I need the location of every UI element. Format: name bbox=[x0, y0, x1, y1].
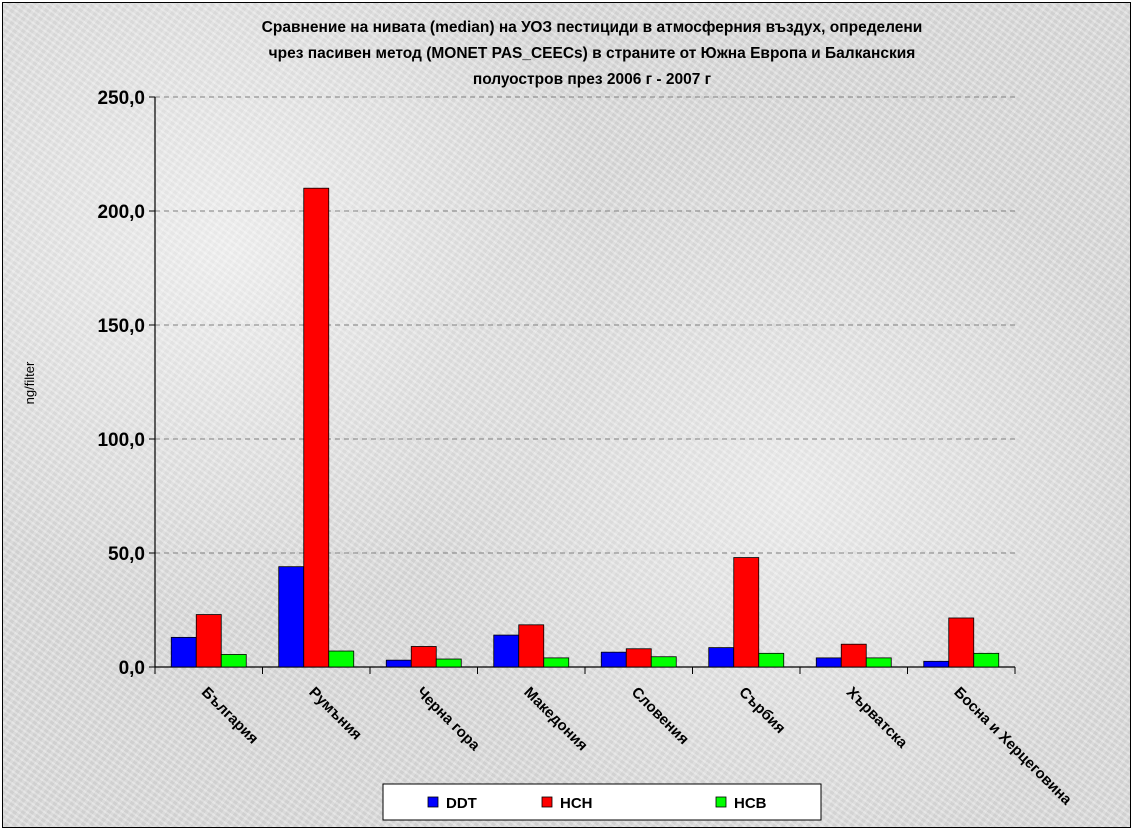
x-tick-label: Черна гора bbox=[413, 684, 484, 755]
x-tick-label: Хърватска bbox=[843, 684, 911, 752]
y-tick-label: 250,0 bbox=[97, 88, 145, 109]
bar-hch bbox=[625, 648, 652, 668]
legend-label-ddt: DDT bbox=[446, 795, 477, 812]
y-axis-label: ng/filter bbox=[22, 361, 37, 404]
y-tick-label: 50,0 bbox=[108, 544, 145, 565]
bar-hcb bbox=[758, 652, 785, 668]
bars bbox=[170, 187, 1000, 668]
x-tick-label: Сърбия bbox=[735, 684, 788, 737]
chart-title-line-2: чрез пасивен метод (MONET PAS_CEECs) в с… bbox=[269, 45, 916, 62]
bar-hcb bbox=[328, 650, 355, 668]
bar-hch bbox=[518, 624, 545, 668]
bar-hcb bbox=[650, 656, 677, 668]
bar-hch bbox=[733, 557, 760, 668]
x-tick-label: Румъния bbox=[305, 684, 365, 744]
y-tick-label: 100,0 bbox=[97, 430, 145, 451]
legend-box bbox=[382, 783, 822, 821]
x-tick-label: Словения bbox=[628, 684, 692, 748]
bar-hch bbox=[410, 646, 437, 668]
y-tick-labels: 0,0 50,0 100,0 150,0 200,0 250,0 bbox=[97, 88, 145, 679]
bar-hch bbox=[303, 187, 330, 668]
legend-swatch-hch bbox=[541, 796, 553, 808]
legend-swatch-ddt bbox=[427, 796, 439, 808]
bar-ddt bbox=[708, 647, 735, 668]
bar-hcb bbox=[973, 652, 1000, 668]
bar-hch bbox=[195, 614, 222, 668]
legend-swatch-hcb bbox=[715, 796, 727, 808]
legend-label-hcb: HCB bbox=[734, 795, 767, 812]
y-tick-label: 200,0 bbox=[97, 202, 145, 223]
chart-title-line-1: Сравнение на нивата (median) на УОЗ пест… bbox=[262, 19, 923, 36]
chart-title: Сравнение на нивата (median) на УОЗ пест… bbox=[262, 19, 923, 88]
bar-ddt bbox=[493, 634, 520, 668]
bar-ddt bbox=[923, 660, 950, 668]
bar-hcb bbox=[865, 657, 892, 668]
legend: DDT HCH HCB bbox=[382, 783, 822, 821]
x-tick-label: Босна и Херцеговина bbox=[950, 684, 1075, 809]
y-tick-label: 150,0 bbox=[97, 316, 145, 337]
chart-title-line-3: полуостров през 2006 г - 2007 г bbox=[473, 71, 712, 88]
legend-label-hch: HCH bbox=[560, 795, 593, 812]
x-tick-label: България bbox=[198, 684, 262, 748]
bar-ddt bbox=[170, 636, 197, 668]
bar-hcb bbox=[543, 657, 570, 668]
y-tick-label: 0,0 bbox=[119, 658, 145, 679]
bar-ddt bbox=[385, 659, 412, 668]
bar-ddt bbox=[815, 657, 842, 668]
bar-hcb bbox=[435, 658, 462, 668]
bar-hch bbox=[840, 643, 867, 668]
bar-ddt bbox=[278, 566, 305, 668]
x-tick-label: Македония bbox=[520, 684, 590, 754]
bar-hcb bbox=[220, 654, 247, 668]
bar-hch bbox=[948, 617, 975, 668]
gridlines bbox=[155, 96, 1015, 554]
bar-ddt bbox=[600, 651, 627, 668]
